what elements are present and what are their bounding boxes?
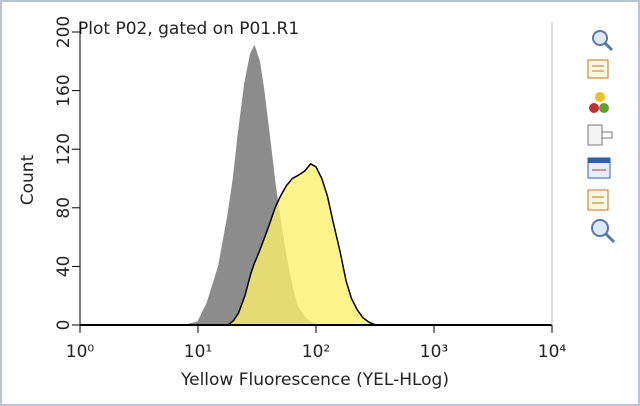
export-button[interactable] [587,189,609,211]
y-axis-label: Count [18,154,38,205]
toolbar [587,30,616,244]
area-fill [186,46,388,326]
x-tick-label: 10⁴ [538,342,567,362]
x-tick-label: 10⁰ [66,342,95,362]
y-tick-label: 160 [54,74,74,106]
copy-button[interactable] [587,59,609,79]
color-button[interactable] [589,92,609,113]
x-tick-label: 10¹ [184,342,212,362]
y-tick-label: 40 [54,256,74,278]
gate-button[interactable] [587,124,613,146]
y-tick-label: 80 [54,197,74,219]
chart-title: Plot P02, gated on P01.R1 [78,19,299,39]
area-outline [186,162,388,326]
x-tick-label: 10² [302,342,330,362]
zoom-out-button[interactable] [591,219,616,244]
y-tick-label: 120 [54,133,74,165]
y-tick-label: 200 [54,16,74,48]
x-tick-label: 10³ [420,342,448,362]
stats-button[interactable] [587,157,611,179]
y-tick-label: 0 [54,320,74,331]
area-fill [186,163,388,325]
zoom-in-button[interactable] [592,30,614,52]
x-axis-label: Yellow Fluorescence (YEL-HLog) [180,370,449,390]
